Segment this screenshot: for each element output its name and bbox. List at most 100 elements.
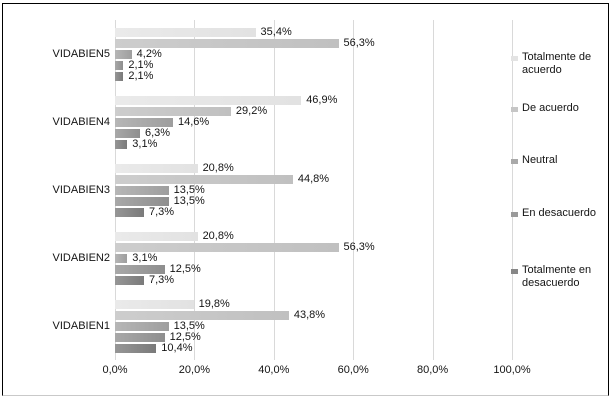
- bar: [115, 242, 339, 252]
- bar-value-label: 46,9%: [306, 94, 338, 106]
- bar-value-label: 6,3%: [145, 127, 171, 139]
- bar: [115, 207, 144, 217]
- bar: [115, 49, 132, 59]
- gridline: [273, 20, 275, 360]
- bar-row: 4,2%: [115, 48, 512, 60]
- legend-marker-icon: [511, 212, 518, 217]
- category-label: VIDABIEN1: [52, 320, 110, 332]
- category-label: VIDABIEN2: [52, 252, 110, 264]
- bar: [115, 275, 144, 285]
- bar-row: 44,8%: [115, 173, 512, 185]
- legend-label: Totalmente de acuerdo: [522, 51, 592, 76]
- bar-value-label: 10,4%: [161, 342, 193, 354]
- bar-value-label: 43,8%: [293, 309, 326, 321]
- bar-value-label: 7,3%: [148, 206, 175, 218]
- bar: [115, 139, 128, 149]
- x-tick-label: 40,0%: [258, 364, 290, 376]
- bar-value-label: 19,8%: [198, 298, 230, 310]
- bar-value-label: 20,8%: [202, 230, 234, 242]
- bar-row: 2,1%: [115, 70, 512, 82]
- category-label: VIDABIEN5: [52, 48, 110, 60]
- bar-row: 56,3%: [115, 37, 512, 49]
- bar-row: 14,6%: [115, 116, 512, 128]
- bar: [115, 332, 165, 342]
- bar-value-label: 4,2%: [136, 48, 162, 60]
- bar-value-label: 12,5%: [169, 263, 201, 275]
- bar-row: 29,2%: [115, 105, 512, 117]
- x-tick-label: 60,0%: [337, 364, 369, 376]
- bar-value-label: 29,2%: [235, 105, 268, 117]
- bar-value-label: 12,5%: [169, 331, 201, 343]
- bar: [115, 117, 173, 127]
- bar-value-label: 3,1%: [132, 138, 158, 150]
- bar-value-label: 3,1%: [132, 252, 158, 264]
- bar: [115, 128, 140, 138]
- bar: [115, 174, 293, 184]
- legend-marker-icon: [511, 107, 518, 112]
- bar-group: 19,8% 43,8% 13,5% 12,5% 10,4%: [115, 292, 512, 360]
- bar: [115, 60, 124, 70]
- bar: [115, 95, 302, 105]
- gridline: [512, 20, 513, 360]
- bar: [115, 253, 128, 263]
- bar-value-label: 13,5%: [173, 184, 205, 196]
- legend-item: Neutral: [511, 154, 607, 167]
- legend-label: Totalmente en desacuerdo: [522, 264, 592, 289]
- bar: [115, 163, 198, 173]
- bar-group: 20,8% 56,3% 3,1% 12,5% 7,3%: [115, 224, 512, 292]
- bar-value-label: 56,3%: [343, 241, 375, 253]
- bar-value-label: 20,8%: [202, 162, 234, 174]
- bar-row: 2,1%: [115, 59, 512, 71]
- bar-row: 13,5%: [115, 195, 512, 207]
- bar-row: 12,5%: [115, 263, 512, 275]
- bar-group: 46,9% 29,2% 14,6% 6,3% 3,1%: [115, 88, 512, 156]
- chart-border: [2, 3, 609, 396]
- bar-row: 7,3%: [115, 206, 512, 218]
- bar-value-label: 56,3%: [343, 37, 375, 49]
- x-tick-label: 100,0%: [493, 364, 531, 376]
- bar: [115, 321, 169, 331]
- legend-label: Neutral: [522, 154, 558, 166]
- legend-label: De acuerdo: [522, 102, 579, 114]
- bar-row: 10,4%: [115, 342, 512, 354]
- legend-marker-icon: [511, 159, 518, 164]
- bar: [115, 310, 289, 320]
- bar-row: 13,5%: [115, 184, 512, 196]
- bar-value-label: 2,1%: [128, 70, 154, 82]
- category-label: VIDABIEN4: [52, 116, 110, 128]
- bar-value-label: 2,1%: [128, 59, 154, 71]
- legend-marker-icon: [511, 56, 518, 61]
- x-tick-label: 20,0%: [178, 364, 210, 376]
- bar-row: 6,3%: [115, 127, 512, 139]
- legend-item: Totalmente en desacuerdo: [511, 264, 607, 290]
- legend-item: Totalmente de acuerdo: [511, 51, 607, 77]
- bar-value-label: 14,6%: [177, 116, 210, 128]
- legend-item: En desacuerdo: [511, 207, 607, 220]
- legend-marker-icon: [511, 269, 518, 274]
- bar: [115, 196, 169, 206]
- category-label: VIDABIEN3: [52, 184, 110, 196]
- bar-row: 7,3%: [115, 274, 512, 286]
- gridline: [353, 20, 355, 360]
- bar: [115, 231, 198, 241]
- bar: [115, 38, 339, 48]
- bar: [115, 71, 124, 81]
- bar-row: 35,4%: [115, 26, 512, 38]
- bar: [115, 343, 157, 353]
- bar-row: 12,5%: [115, 331, 512, 343]
- bar-value-label: 13,5%: [173, 320, 205, 332]
- bar-row: 20,8%: [115, 230, 512, 242]
- bar: [115, 27, 256, 37]
- legend-label: En desacuerdo: [522, 207, 596, 219]
- bar-group: 20,8% 44,8% 13,5% 13,5% 7,3%: [115, 156, 512, 224]
- bar-value-label: 44,8%: [297, 173, 330, 185]
- plot-area: 35,4% 56,3% 4,2% 2,1% 2,1% 46,9% 29,2% 14,6% 6,3…: [115, 20, 513, 360]
- gridline: [194, 20, 196, 360]
- bar: [115, 264, 165, 274]
- bar-row: 20,8%: [115, 162, 512, 174]
- x-tick-label: 0,0%: [102, 364, 128, 376]
- bar-value-label: 13,5%: [173, 195, 205, 207]
- bar-row: 56,3%: [115, 241, 512, 253]
- bar-row: 46,9%: [115, 94, 512, 106]
